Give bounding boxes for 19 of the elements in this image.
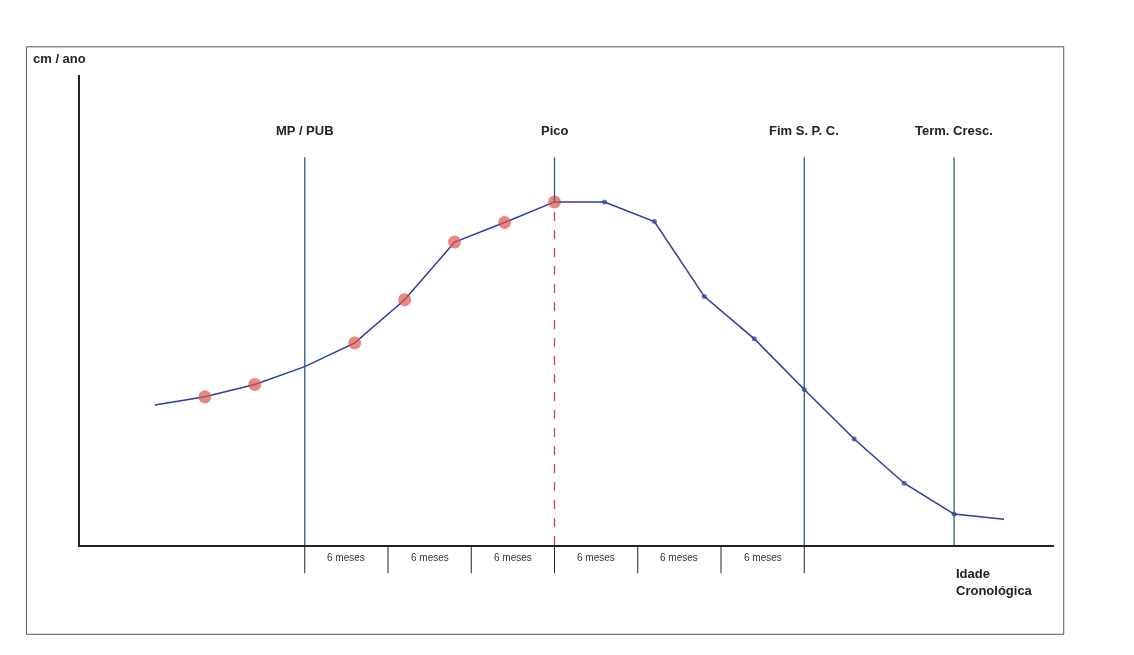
text: 6 meses — [744, 552, 782, 563]
text: 6 meses — [577, 552, 615, 563]
point — [548, 195, 562, 209]
point — [448, 235, 462, 249]
text: 6 meses — [411, 552, 449, 563]
text: 6 meses — [327, 552, 365, 563]
point — [348, 336, 362, 350]
point — [248, 377, 262, 391]
text: 6 meses — [494, 552, 532, 563]
text: Pico — [541, 123, 569, 138]
text: cm / ano — [33, 51, 86, 66]
text: MP / PUB — [276, 123, 334, 138]
text: Fim S. P. C. — [769, 123, 839, 138]
point — [498, 216, 512, 230]
text: Term. Cresc. — [915, 123, 993, 138]
text: 6 meses — [660, 552, 698, 563]
point — [398, 293, 412, 307]
point — [198, 390, 212, 404]
x-axis-title: Idade Cronológica — [956, 566, 1033, 598]
